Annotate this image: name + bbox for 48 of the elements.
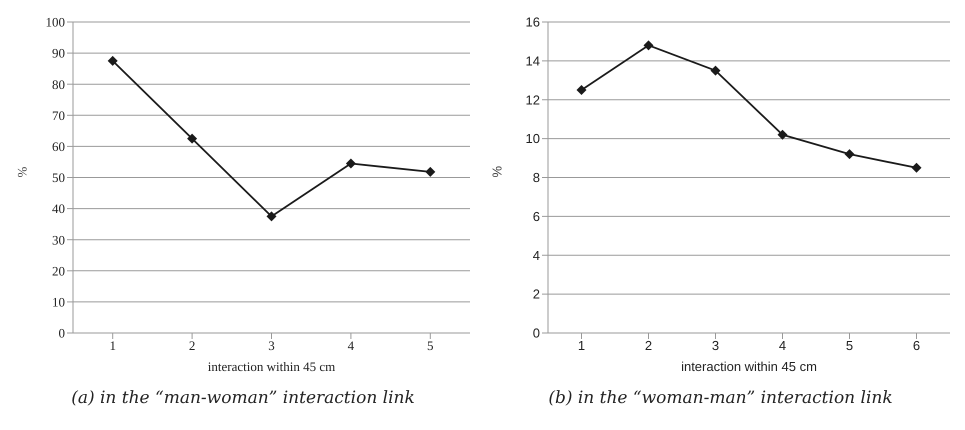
y-tick-label: 60: [52, 139, 65, 154]
y-tick-label: 30: [52, 232, 65, 248]
x-axis-title: interaction within 45 cm: [208, 359, 336, 374]
y-tick-label: 12: [526, 92, 540, 108]
x-tick-label: 3: [268, 338, 275, 354]
point: [912, 162, 922, 173]
point: [266, 211, 276, 222]
point: [108, 56, 118, 66]
y-tick-label: 20: [52, 263, 65, 278]
x-tick-label: 4: [778, 338, 786, 354]
y-tick-label: 6: [532, 208, 540, 224]
point: [844, 149, 854, 160]
y-tick-label: 16: [526, 14, 540, 30]
y-axis-title: %: [14, 166, 30, 178]
y-tick-label: 10: [52, 294, 65, 310]
text: (a) in the “man-woman” interaction link: [70, 388, 416, 408]
x-tick-label: 2: [188, 338, 196, 354]
point: [710, 66, 720, 76]
y-tick-label: 40: [52, 201, 65, 216]
x-axis-title: interaction within 45 cm: [681, 359, 817, 374]
y-tick-label: 100: [46, 14, 65, 30]
x-tick-label: 5: [846, 338, 854, 354]
y-tick-label: 50: [52, 170, 65, 186]
x-tick-label: 1: [578, 338, 586, 354]
x-tick-label: 6: [912, 338, 920, 354]
point: [346, 158, 356, 169]
point: [187, 134, 198, 144]
y-tick-label: 0: [532, 326, 540, 341]
point: [644, 40, 654, 50]
y-axis-title: %: [490, 166, 505, 178]
y-tick-label: 90: [52, 46, 65, 61]
y-tick-label: 0: [58, 326, 65, 341]
x-tick-label: 3: [712, 338, 720, 354]
point: [778, 130, 788, 140]
y-tick-label: 2: [532, 286, 540, 302]
y-tick-label: 4: [532, 248, 540, 263]
y-tick-label: 70: [52, 108, 65, 123]
x-tick-label: 4: [348, 338, 355, 354]
y-tick-label: 8: [532, 170, 540, 186]
x-tick-label: 1: [109, 338, 116, 354]
text: (b) in the “woman-man” interaction link: [547, 388, 894, 408]
y-tick-label: 14: [526, 53, 540, 68]
point: [425, 166, 436, 177]
x-tick-label: 2: [644, 338, 652, 354]
y-tick-label: 80: [52, 76, 65, 92]
y-tick-label: 10: [526, 131, 540, 146]
point: [576, 85, 586, 96]
x-tick-label: 5: [427, 338, 434, 354]
